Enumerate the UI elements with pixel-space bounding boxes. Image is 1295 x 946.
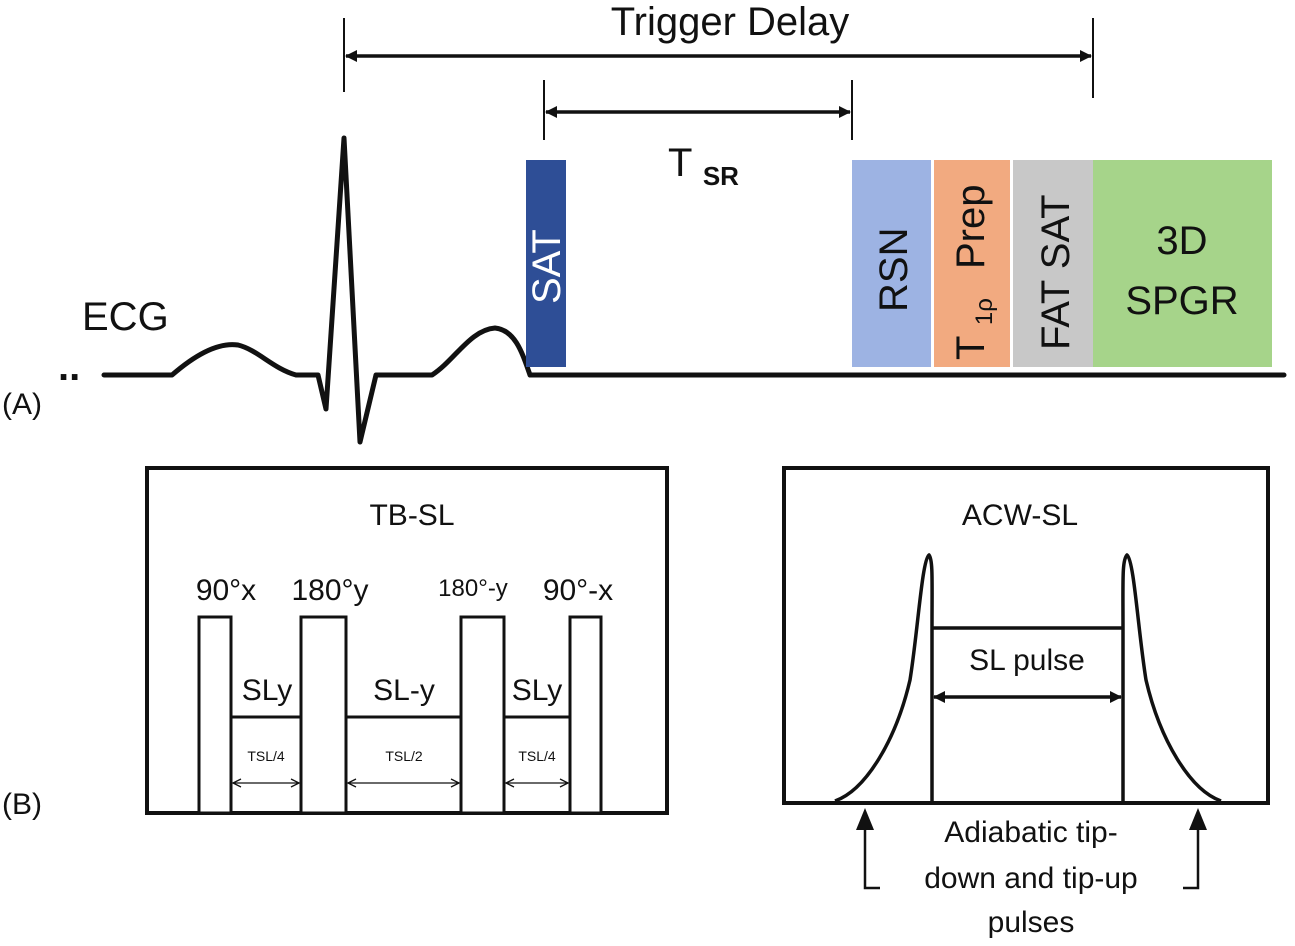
tbsl-segment-label-3: SLy <box>512 674 563 707</box>
sl-pulse-label: SL pulse <box>969 644 1085 677</box>
tbsl-title: TB-SL <box>369 499 454 532</box>
tbsl-panel: TB-SL 90°x 180°y 180°-y 90°-x SLy SL-y S… <box>145 466 669 815</box>
sat-block: SAT <box>525 160 569 367</box>
ecg-ellipsis: .. <box>58 345 80 389</box>
tbsl-pulse-3 <box>459 615 506 815</box>
adiabatic-caption-line-2: down and tip-up <box>924 862 1138 895</box>
adiabatic-arrow-left-head <box>856 808 874 830</box>
tsr-label: T SR <box>668 141 739 191</box>
rsn-block-label: RSN <box>872 228 916 312</box>
spgr-block-label-line1: 3D <box>1156 219 1207 263</box>
tbsl-frame <box>145 466 669 815</box>
fat-sat-block: FAT SAT <box>1013 160 1093 367</box>
tbsl-pulse-1 <box>197 615 233 815</box>
tbsl-pulse-label-2: 180°y <box>291 574 368 607</box>
acwsl-frame <box>782 466 1270 805</box>
rsn-block-shape <box>852 160 931 367</box>
tbsl-segment-label-1: SLy <box>242 674 293 707</box>
tbsl-duration-label-3: TSL/4 <box>518 748 556 764</box>
tbsl-segment-label-2: SL-y <box>373 674 435 707</box>
adiabatic-arrow-right-head <box>1189 808 1207 830</box>
fat-sat-block-label: FAT SAT <box>1034 194 1078 350</box>
tbsl-duration-label-1: TSL/4 <box>247 748 285 764</box>
tsr-label-main: T <box>668 141 692 185</box>
t1rho-t: T <box>949 336 993 360</box>
acwsl-panel: ACW-SL SL pulse Adiabatic tip- down and … <box>782 466 1270 939</box>
prep-label: Prep <box>949 185 993 270</box>
panel-a: Trigger Delay T SR ECG .. (A) SAT RSN T … <box>2 0 1287 445</box>
ecg-trace <box>101 135 1287 445</box>
tbsl-pulse-label-4: 90°-x <box>543 574 613 607</box>
tbsl-pulse-label-1: 90°x <box>196 574 256 607</box>
rsn-block: RSN <box>852 160 931 367</box>
spgr-block-shape <box>1093 160 1272 367</box>
t1rho-prep-block-shape <box>934 160 1010 367</box>
acwsl-waveform <box>834 553 1222 803</box>
acwsl-title: ACW-SL <box>962 499 1078 532</box>
sat-block-label: SAT <box>525 229 569 304</box>
trigger-delay-label: Trigger Delay <box>611 0 850 44</box>
adiabatic-arrow-left <box>863 830 880 890</box>
spgr-block-label-line2: SPGR <box>1125 279 1238 323</box>
fat-sat-block-shape <box>1013 160 1093 367</box>
adiabatic-arrow-right <box>1183 830 1200 890</box>
t1rho-prep-block-label: T 1ρ Prep <box>949 185 1001 360</box>
panel-a-label: (A) <box>2 388 42 421</box>
adiabatic-caption-line-3: pulses <box>988 906 1075 939</box>
ecg-label: ECG <box>82 295 169 339</box>
adiabatic-caption-line-1: Adiabatic tip- <box>944 816 1117 849</box>
t1rho-prep-block: T 1ρ Prep <box>934 160 1010 367</box>
tbsl-pulse-2 <box>299 615 348 815</box>
panel-b-label: (B) <box>2 788 42 821</box>
sat-block-shape <box>526 160 566 367</box>
t1rho-subscript: 1ρ <box>971 298 998 325</box>
tbsl-duration-label-2: TSL/2 <box>385 748 423 764</box>
tsr-label-subscript: SR <box>703 161 739 191</box>
tbsl-pulse-4 <box>568 615 603 815</box>
tbsl-pulse-label-3: 180°-y <box>438 575 508 602</box>
spgr-block: 3D SPGR <box>1093 160 1272 367</box>
